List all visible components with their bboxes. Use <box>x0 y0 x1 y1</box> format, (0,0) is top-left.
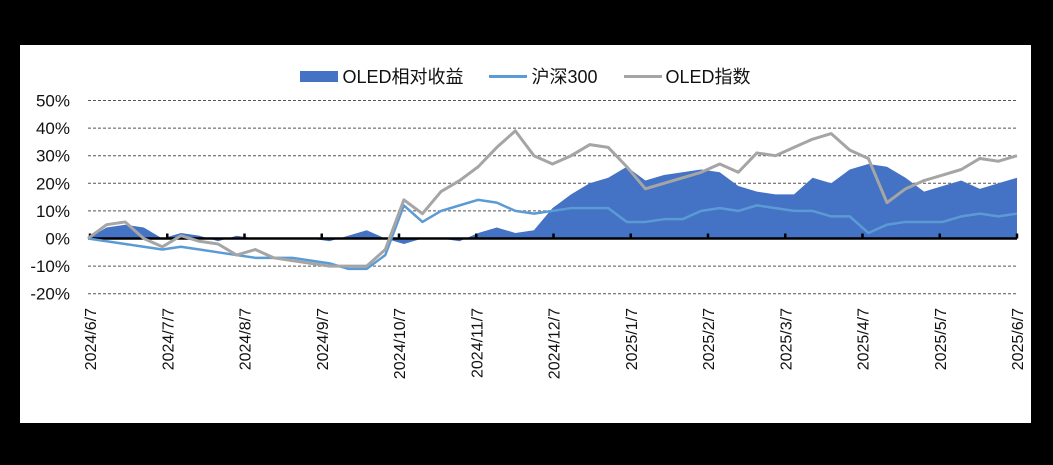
x-tick-label: 2025/5/7 <box>933 308 950 370</box>
legend-item-oled-index: OLED指数 <box>623 63 751 89</box>
legend-swatch-oled-index <box>623 74 662 78</box>
x-tick-label: 2024/11/7 <box>469 308 486 378</box>
x-tick-label: 2024/6/7 <box>83 308 100 370</box>
y-tick-label: 40% <box>36 119 70 138</box>
y-tick-label: 50% <box>36 92 70 111</box>
x-tick-label: 2025/2/7 <box>701 308 718 370</box>
csi300-line <box>87 198 1018 271</box>
x-tick-label: 2025/3/7 <box>778 308 795 370</box>
y-tick-label: -20% <box>30 285 70 304</box>
x-tick-label: 2025/4/7 <box>856 308 873 370</box>
x-tick-label: 2024/10/7 <box>392 308 409 379</box>
legend-label-relative-return: OLED相对收益 <box>342 67 464 87</box>
oled-index-line <box>87 129 1018 268</box>
legend-item-relative-return: OLED相对收益 <box>300 63 463 89</box>
y-axis-ticks: 50% 40% 30% 20% 10% 0% -10% -20% <box>30 92 70 304</box>
chart-legend: OLED相对收益 沪深300 OLED指数 <box>20 63 1031 89</box>
legend-swatch-relative-return <box>300 70 339 82</box>
y-tick-label: 10% <box>36 202 70 221</box>
relative-return-area <box>88 163 1017 245</box>
x-axis-ticks: 2024/6/7 2024/7/7 2024/8/7 2024/9/7 2024/10/… <box>83 233 1027 379</box>
legend-label-csi300: 沪深300 <box>531 67 598 87</box>
x-tick-label: 2025/6/7 <box>1010 308 1027 370</box>
x-tick-label: 2024/9/7 <box>315 308 332 370</box>
x-tick-label: 2024/7/7 <box>160 308 177 370</box>
x-tick-label: 2025/1/7 <box>624 308 641 370</box>
y-tick-label: -10% <box>30 257 70 276</box>
y-tick-label: 20% <box>36 174 70 193</box>
x-tick-label: 2024/12/7 <box>547 308 564 379</box>
x-tick-label: 2024/8/7 <box>238 308 255 370</box>
y-tick-label: 30% <box>36 147 70 166</box>
legend-label-oled-index: OLED指数 <box>665 67 751 87</box>
y-tick-label: 0% <box>45 230 70 249</box>
legend-item-csi300: 沪深300 <box>489 63 598 89</box>
legend-swatch-csi300 <box>489 74 528 78</box>
